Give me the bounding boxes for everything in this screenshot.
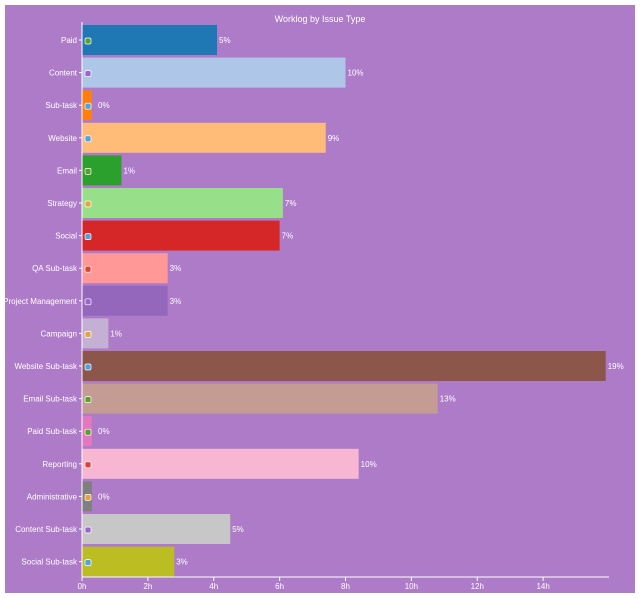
bars-layer: Paid 5% Content 10% Sub-task 0% Website 9% Email… (3, 25, 624, 577)
data-label: 19% (608, 362, 624, 371)
data-label: 3% (176, 558, 188, 567)
data-label: 13% (440, 395, 456, 404)
issue-type-icon (84, 461, 92, 469)
x-tick-label: 4h (209, 582, 218, 591)
issue-type-icon (84, 428, 92, 436)
issue-type-icon (84, 396, 92, 403)
category-label: Campaign (41, 329, 77, 338)
bar (82, 122, 326, 153)
bar (82, 253, 168, 284)
issue-type-icon (84, 102, 92, 110)
x-tick-label: 10h (405, 582, 418, 591)
category-label: Content Sub-task (15, 525, 78, 534)
data-label: 7% (282, 232, 294, 241)
category-label: Paid Sub-task (27, 427, 78, 436)
issue-type-icon (84, 168, 92, 175)
data-label: 1% (124, 166, 136, 175)
bar (82, 351, 606, 381)
category-label: Sub-task (45, 101, 78, 110)
issue-type-icon (84, 526, 92, 534)
data-label: 1% (110, 329, 122, 338)
category-label: Administrative (27, 492, 78, 501)
category-label: Reporting (42, 460, 77, 469)
issue-type-icon (84, 494, 92, 501)
issue-type-icon (84, 559, 92, 566)
x-tick-label: 12h (471, 582, 484, 591)
category-label: Social (55, 232, 77, 241)
chart-title: Worklog by Issue Type (275, 14, 366, 24)
category-label: Project Management (5, 297, 78, 306)
category-label: Content (49, 69, 78, 78)
issue-type-icon (84, 70, 92, 77)
category-label: Strategy (47, 199, 77, 208)
bar (82, 546, 175, 577)
data-label: 0% (98, 492, 110, 501)
category-label: Paid (61, 36, 77, 45)
issue-type-icon (84, 200, 92, 208)
x-tick-label: 14h (536, 582, 549, 591)
x-tick-label: 0h (78, 582, 87, 591)
category-label: Social Sub-task (21, 558, 78, 567)
x-ticks-layer: 0h 2h 4h 6h 8h 10h 12h 14h (78, 577, 550, 591)
bar (82, 448, 359, 479)
bar (82, 188, 283, 218)
category-label: Website Sub-task (14, 362, 78, 371)
data-label: 9% (328, 134, 340, 143)
category-label: Email Sub-task (23, 395, 78, 404)
x-tick-label: 8h (341, 582, 350, 591)
data-label: 7% (285, 199, 297, 208)
issue-type-icon (84, 135, 92, 143)
data-label: 5% (232, 525, 244, 534)
data-label: 10% (348, 69, 364, 78)
issue-type-icon (84, 298, 92, 306)
bar (82, 57, 346, 88)
data-label: 0% (98, 427, 110, 436)
issue-type-icon (84, 331, 92, 338)
bar (82, 383, 438, 414)
data-label: 0% (98, 101, 110, 110)
category-label: Website (48, 134, 77, 143)
issue-type-icon (84, 233, 92, 240)
data-label: 3% (170, 297, 182, 306)
bar (82, 220, 280, 251)
chart-svg: Worklog by Issue Type Paid 5% Content 10% Su… (3, 14, 624, 591)
data-label: 10% (361, 460, 377, 469)
x-tick-label: 6h (275, 582, 284, 591)
issue-type-icon (84, 265, 92, 273)
x-tick-label: 2h (143, 582, 152, 591)
category-label: Email (57, 166, 77, 175)
category-label: QA Sub-task (32, 264, 78, 273)
worklog-chart: Worklog by Issue Type Paid 5% Content 10% Su… (3, 5, 635, 593)
issue-type-icon (84, 37, 92, 45)
data-label: 3% (170, 264, 182, 273)
bar (82, 514, 231, 544)
bar (82, 25, 218, 55)
bar (82, 285, 168, 316)
data-label: 5% (219, 36, 231, 45)
issue-type-icon (84, 363, 92, 371)
